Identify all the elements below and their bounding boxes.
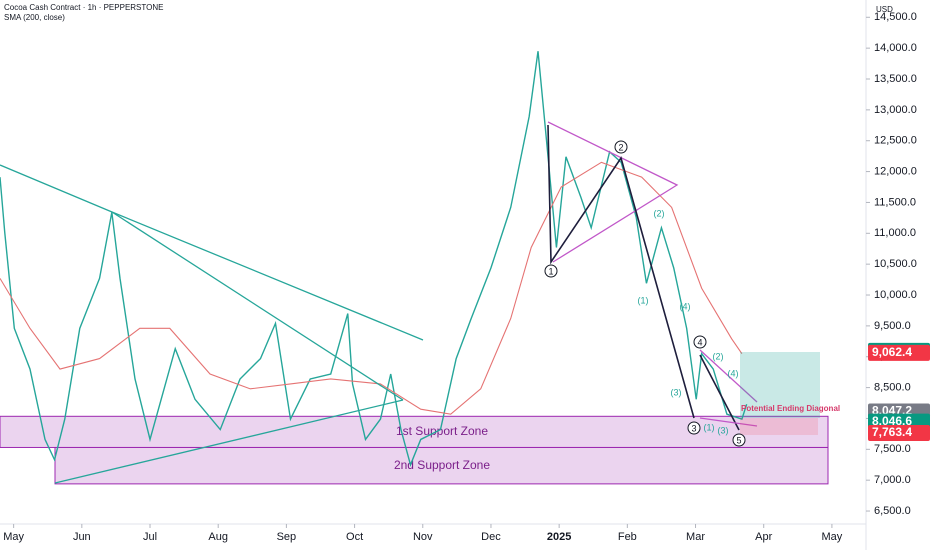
- wave-label: (1): [638, 295, 649, 305]
- y-tick-label: 14,000.0: [874, 42, 917, 54]
- wave-label: (4): [728, 368, 739, 378]
- y-tick-label: 13,000.0: [874, 104, 917, 116]
- x-tick-label: Nov: [413, 531, 433, 543]
- trendline: [54, 399, 404, 484]
- wave-label: 3: [691, 423, 696, 433]
- y-tick-label: 6,500.0: [874, 505, 911, 517]
- wave-line: [547, 124, 695, 419]
- stop-box: [740, 418, 818, 435]
- wave-label: (1): [704, 422, 715, 432]
- x-tick-label: 2025: [547, 531, 571, 543]
- y-tick-label: 11,000.0: [874, 227, 916, 239]
- y-tick-label: 12,500.0: [874, 135, 917, 147]
- x-tick-label: Apr: [755, 531, 772, 543]
- sma-line: [0, 161, 743, 415]
- wave-label: (3): [718, 425, 729, 435]
- y-tick-label: 9,500.0: [874, 320, 911, 332]
- wave-circle: [544, 264, 558, 278]
- x-tick-label: Feb: [618, 531, 637, 543]
- price-label-box: [868, 425, 930, 442]
- y-tick-label: 11,500.0: [874, 196, 916, 208]
- x-tick-label: May: [822, 531, 843, 543]
- diagonal: [699, 417, 758, 427]
- y-tick-label: 8,500.0: [874, 382, 911, 394]
- x-tick-label: May: [3, 531, 24, 543]
- price-label: 8,046.6: [872, 414, 912, 428]
- chart-title: Cocoa Cash Contract · 1h · PEPPERSTONE: [4, 3, 163, 12]
- price-label-box: [868, 344, 930, 361]
- y-tick-label: 12,000.0: [874, 165, 917, 177]
- x-tick-label: Jun: [73, 531, 91, 543]
- wave-label: 1: [548, 266, 553, 276]
- y-tick-label: 7,500.0: [874, 443, 911, 455]
- wave-label: (4): [680, 301, 691, 311]
- wave-circle: [687, 421, 701, 435]
- diagonal: [699, 349, 758, 403]
- wave-label: 4: [697, 337, 702, 347]
- indicator-label: SMA (200, close): [4, 13, 65, 22]
- y-tick-label: 10,000.0: [874, 289, 917, 301]
- wave-label: (3): [671, 387, 682, 397]
- x-tick-label: Jul: [143, 531, 157, 543]
- zone-label: 2nd Support Zone: [394, 458, 490, 472]
- wave-label: (2): [654, 208, 665, 218]
- trendline: [111, 211, 404, 401]
- y-tick-label: 10,500.0: [874, 258, 917, 270]
- wave-line: [699, 354, 740, 431]
- y-tick-label: 13,500.0: [874, 73, 917, 85]
- wave-label: 2: [618, 142, 623, 152]
- zone-label: 1st Support Zone: [396, 424, 488, 438]
- price-label: 9,062.4: [872, 345, 912, 359]
- drawings: [0, 121, 820, 484]
- currency: USD: [876, 5, 893, 14]
- wave-circle: [693, 335, 707, 349]
- x-tick-label: Sep: [277, 531, 297, 543]
- wave-circle: [732, 433, 746, 447]
- x-tick-label: Dec: [481, 531, 501, 543]
- price-label: 7,763.4: [872, 425, 912, 439]
- x-tick-label: Aug: [208, 531, 228, 543]
- y-tick-label: 14,500.0: [874, 11, 917, 23]
- target-box: [740, 352, 820, 418]
- x-tick-label: Mar: [686, 531, 705, 543]
- wave-circle: [614, 140, 628, 154]
- wave-label: (2): [713, 351, 724, 361]
- wave-label: 5: [736, 435, 741, 445]
- x-tick-label: Oct: [346, 531, 363, 543]
- y-tick-label: 7,000.0: [874, 474, 911, 486]
- support-zone: [54, 446, 829, 485]
- triangle: [547, 121, 679, 263]
- annotation: Potential Ending Diagonal: [741, 404, 840, 413]
